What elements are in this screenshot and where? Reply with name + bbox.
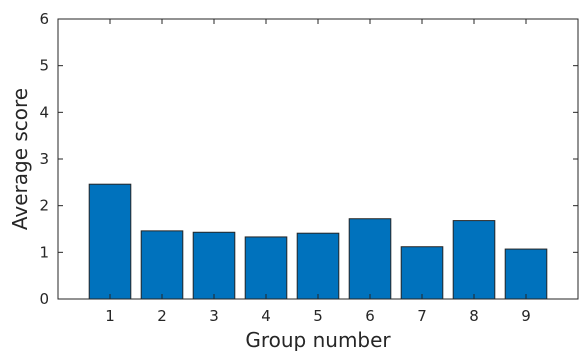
y-tick-label: 3: [39, 150, 49, 168]
x-axis-label: Group number: [245, 328, 391, 351]
y-tick-label: 0: [39, 290, 49, 308]
bar-4: [244, 236, 288, 300]
bar-5: [296, 232, 340, 300]
y-axis-ticks: 0 1 2 3 4 5 6: [39, 10, 578, 308]
x-tick-label: 6: [365, 307, 375, 325]
y-tick-label: 1: [39, 243, 49, 261]
x-tick-label: 2: [157, 307, 167, 325]
y-tick-label: 4: [39, 103, 49, 121]
x-tick-label: 5: [313, 307, 323, 325]
x-tick-label: 1: [105, 307, 115, 325]
bar-7: [400, 246, 444, 300]
y-tick-label: 6: [39, 10, 49, 28]
x-tick-label: 9: [521, 307, 531, 325]
x-tick-label: 8: [469, 307, 479, 325]
y-tick-label: 2: [39, 197, 49, 215]
y-axis-label: Average score: [8, 88, 32, 230]
bar-2: [140, 230, 184, 300]
x-tick-label: 3: [209, 307, 219, 325]
bar-8: [452, 220, 496, 300]
bars-group: [88, 183, 548, 300]
bar-1: [88, 183, 132, 300]
y-tick-label: 5: [39, 57, 49, 75]
bar-6: [348, 218, 392, 300]
x-tick-label: 7: [417, 307, 427, 325]
x-axis-ticks: 1 2 3 4 5 6 7 8 9: [105, 19, 531, 325]
bar-3: [192, 231, 236, 300]
bar-9: [504, 248, 548, 300]
x-tick-label: 4: [261, 307, 271, 325]
